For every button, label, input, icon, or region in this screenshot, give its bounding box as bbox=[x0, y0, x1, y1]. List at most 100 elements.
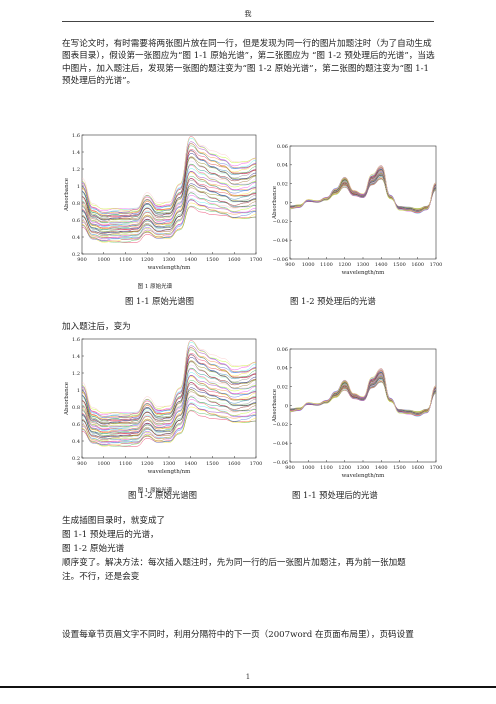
x-tick-label: 900 bbox=[285, 262, 295, 268]
fig1-left-caption[interactable]: 图 1-1 原始光谱图 bbox=[125, 296, 195, 306]
y-tick-label: −0.04 bbox=[273, 441, 288, 447]
series-line bbox=[82, 164, 256, 224]
list-line-1[interactable]: 生成插图目录时，就变成了 bbox=[62, 516, 166, 526]
x-tick-label: 1200 bbox=[141, 461, 154, 467]
y-tick-label: 0.8 bbox=[72, 405, 80, 411]
series-line bbox=[82, 340, 256, 415]
x-tick-label: 1700 bbox=[250, 257, 262, 263]
series-line bbox=[82, 175, 256, 230]
list-line-5[interactable]: 注。不行，还是会变 bbox=[62, 572, 140, 582]
series-line bbox=[82, 198, 256, 240]
y-tick-label: 0.04 bbox=[277, 163, 288, 169]
y-axis-label: Absorbance bbox=[272, 389, 278, 423]
y-tick-label: 1.2 bbox=[72, 167, 80, 173]
x-tick-label: 1600 bbox=[228, 461, 241, 467]
series-line bbox=[82, 143, 256, 214]
series-group bbox=[290, 165, 436, 214]
x-tick-label: 1500 bbox=[393, 465, 406, 471]
series-line bbox=[82, 156, 256, 220]
x-axis-label: wavelength/nm bbox=[342, 473, 386, 479]
series-line bbox=[82, 191, 256, 236]
series-group bbox=[82, 340, 256, 447]
preprocessed-spectrum-chart-2: 900 1000 1100 1200 1300 1400 1500 1600 1700 −0.06… bbox=[270, 346, 442, 486]
preprocessed-spectrum-svg-1: 900 1000 1100 1200 1300 1400 1500 1600 1700 −0.06… bbox=[272, 144, 442, 276]
series-line bbox=[82, 150, 256, 219]
x-tick-label: 1100 bbox=[119, 257, 132, 263]
y-tick-label: 0.2 bbox=[72, 252, 80, 258]
series-line bbox=[82, 369, 256, 430]
bottom-paragraph[interactable]: 设置每章节页眉文字不同时，利用分隔符中的下一页（2007word 在页面布局里）… bbox=[62, 630, 414, 640]
plot-frame bbox=[289, 145, 437, 260]
bottom-bar bbox=[0, 686, 496, 704]
series-line bbox=[82, 185, 256, 234]
series-line bbox=[82, 171, 256, 227]
x-axis-label: wavelength/nm bbox=[342, 270, 386, 276]
series-line bbox=[82, 157, 256, 220]
series-line bbox=[82, 391, 256, 440]
page-header: 我 bbox=[244, 10, 252, 18]
series-line bbox=[82, 347, 256, 419]
series-line bbox=[82, 382, 256, 434]
x-tick-label: 1600 bbox=[411, 262, 424, 268]
x-tick-label: 1200 bbox=[338, 465, 351, 471]
x-tick-label: 1100 bbox=[320, 262, 333, 268]
series-line bbox=[290, 369, 436, 416]
x-tick-label: 1300 bbox=[163, 257, 176, 263]
series-line bbox=[82, 375, 256, 431]
x-tick-label: 1500 bbox=[393, 262, 406, 268]
series-line bbox=[82, 368, 256, 428]
x-tick-label: 900 bbox=[285, 465, 295, 471]
series-line bbox=[82, 360, 256, 424]
plot-frame bbox=[289, 348, 437, 463]
series-group bbox=[82, 136, 256, 243]
y-tick-label: 0.06 bbox=[277, 347, 288, 353]
series-line bbox=[82, 172, 256, 230]
x-axis-label: wavelength/nm bbox=[148, 469, 192, 475]
y-tick-label: 1.4 bbox=[72, 354, 80, 360]
page-number: 1 bbox=[245, 673, 251, 681]
list-line-4[interactable]: 顺序变了。解决方法：每次插入题注时，先为同一行的后一张图片加题注，再为前一张加题 bbox=[62, 558, 406, 568]
series-line bbox=[82, 396, 256, 442]
series-line bbox=[82, 168, 256, 227]
series-line bbox=[82, 410, 256, 447]
fig1-right-caption[interactable]: 图 1-2 预处理后的光谱 bbox=[290, 296, 376, 306]
x-tick-label: 1000 bbox=[302, 262, 315, 268]
y-tick-label: 0.02 bbox=[277, 384, 288, 390]
x-tick-label: 1300 bbox=[357, 262, 370, 268]
y-tick-label: 0.2 bbox=[72, 456, 80, 462]
y-tick-label: 1.2 bbox=[72, 371, 80, 377]
x-tick-label: 1700 bbox=[430, 465, 442, 471]
y-tick-label: 0.8 bbox=[72, 201, 80, 207]
preprocessed-spectrum-svg-2: 900 1000 1100 1200 1300 1400 1500 1600 1700 −0.06… bbox=[272, 347, 442, 479]
series-line bbox=[82, 192, 256, 238]
series-line bbox=[82, 376, 256, 434]
y-tick-label: 1 bbox=[77, 388, 80, 394]
inner-figure-caption: 图 1 原始光谱 bbox=[138, 486, 173, 494]
y-tick-label: 0 bbox=[285, 403, 288, 409]
fig2-right-caption[interactable]: 图 1-1 预处理后的光谱 bbox=[292, 490, 378, 500]
y-tick-label: −0.06 bbox=[273, 460, 288, 466]
list-line-3[interactable]: 图 1-2 原始光谱 bbox=[62, 544, 125, 554]
after-caption-label[interactable]: 加入题注后，变为 bbox=[62, 322, 131, 332]
series-line bbox=[82, 402, 256, 444]
x-tick-label: 1100 bbox=[320, 465, 333, 471]
series-line bbox=[82, 389, 256, 438]
raw-spectrum-chart-1: 900 1000 1100 1200 1300 1400 1500 1600 1700 0.2 0.… bbox=[62, 132, 262, 292]
x-tick-label: 1000 bbox=[302, 465, 315, 471]
y-tick-label: −0.02 bbox=[273, 422, 288, 428]
intro-paragraph[interactable]: 在写论文时，有时需要将两张图片放在同一行，但是发现为同一行的图片加题注时（为了自… bbox=[62, 39, 435, 87]
series-line bbox=[82, 206, 256, 243]
x-tick-label: 1700 bbox=[430, 262, 442, 268]
series-line bbox=[82, 143, 256, 215]
fig2-left-caption[interactable]: 图 1-2 原始光谱图 bbox=[128, 490, 198, 500]
y-tick-label: 0.4 bbox=[72, 235, 80, 241]
preprocessed-spectrum-chart-1: 900 1000 1100 1200 1300 1400 1500 1600 1700 −0.06… bbox=[270, 143, 442, 283]
list-line-2[interactable]: 图 1-1 预处理后的光谱， bbox=[62, 530, 159, 540]
x-tick-label: 1400 bbox=[184, 257, 197, 263]
y-tick-label: 0.06 bbox=[277, 144, 288, 150]
series-line bbox=[82, 185, 256, 234]
x-tick-label: 900 bbox=[77, 461, 87, 467]
series-line bbox=[82, 354, 256, 423]
series-line bbox=[82, 178, 256, 230]
x-tick-label: 1200 bbox=[141, 257, 154, 263]
